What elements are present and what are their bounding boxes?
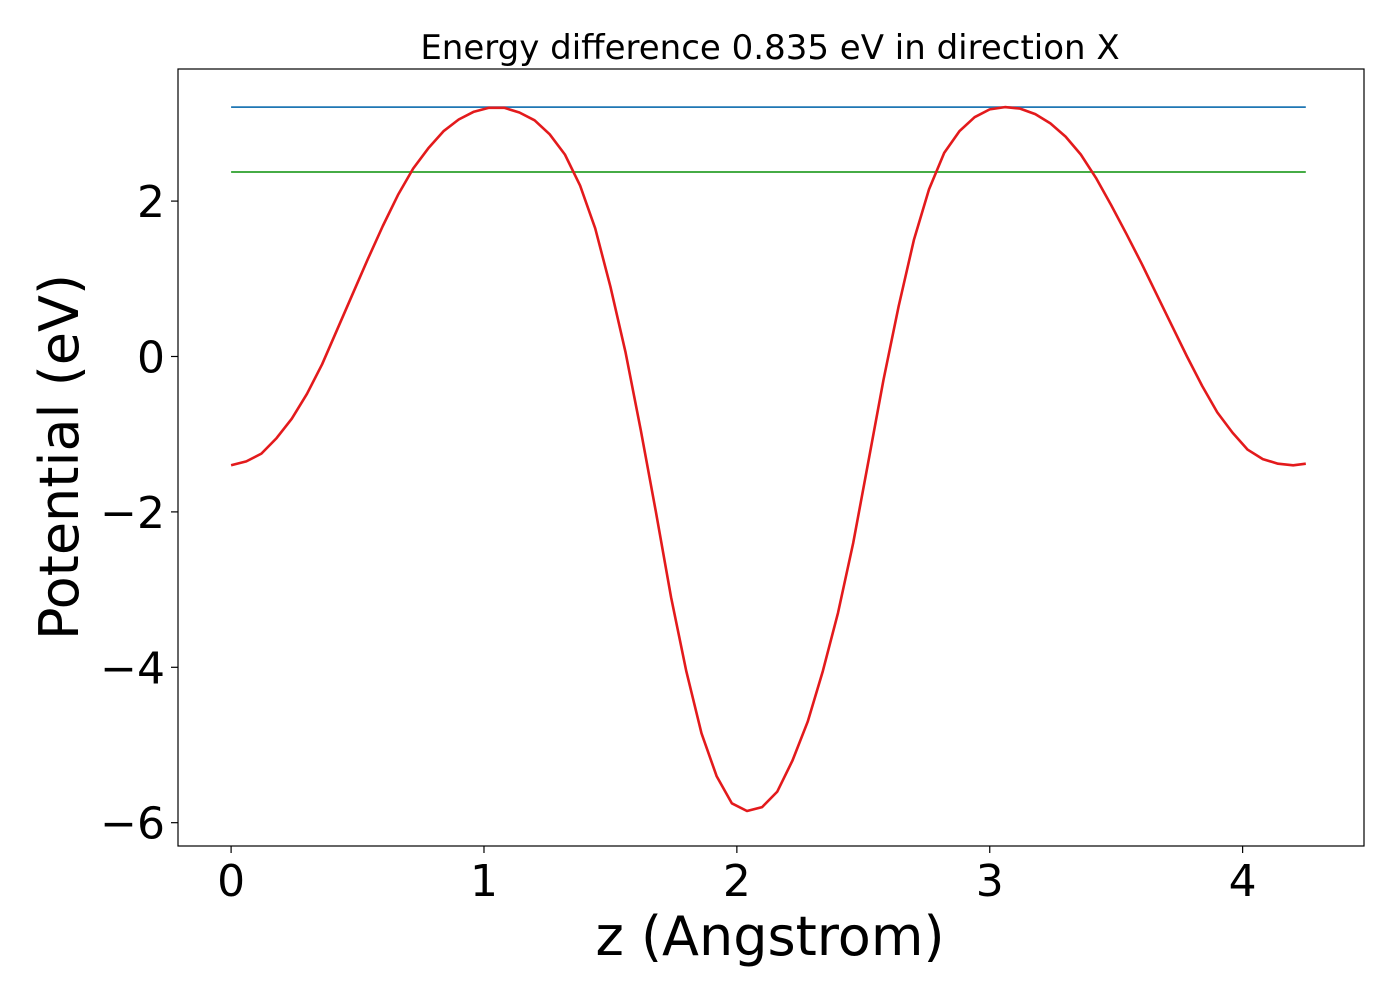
chart-title: Energy difference 0.835 eV in direction … <box>420 28 1119 68</box>
x-tick-label: 4 <box>1229 856 1257 907</box>
plot-frame <box>177 68 1365 847</box>
y-tick-label: −2 <box>100 488 165 539</box>
x-axis-label: z (Angstrom) <box>595 905 944 968</box>
y-axis-label: Potential (eV) <box>28 274 91 640</box>
x-tick-label: 3 <box>976 856 1004 907</box>
series-layer <box>230 105 1306 813</box>
y-axis-ticks: −6 −4 −2 0 2 <box>100 177 178 850</box>
y-tick-label: 0 <box>137 332 165 383</box>
x-axis-ticks: 0 1 2 3 4 <box>217 846 1257 907</box>
series-line-3 <box>230 105 1306 813</box>
y-tick-label: 2 <box>137 177 165 228</box>
y-tick-label: −4 <box>100 643 165 694</box>
x-tick-label: 2 <box>723 856 751 907</box>
y-tick-label: −6 <box>100 799 165 850</box>
x-tick-label: 1 <box>470 856 498 907</box>
x-tick-label: 0 <box>217 856 245 907</box>
